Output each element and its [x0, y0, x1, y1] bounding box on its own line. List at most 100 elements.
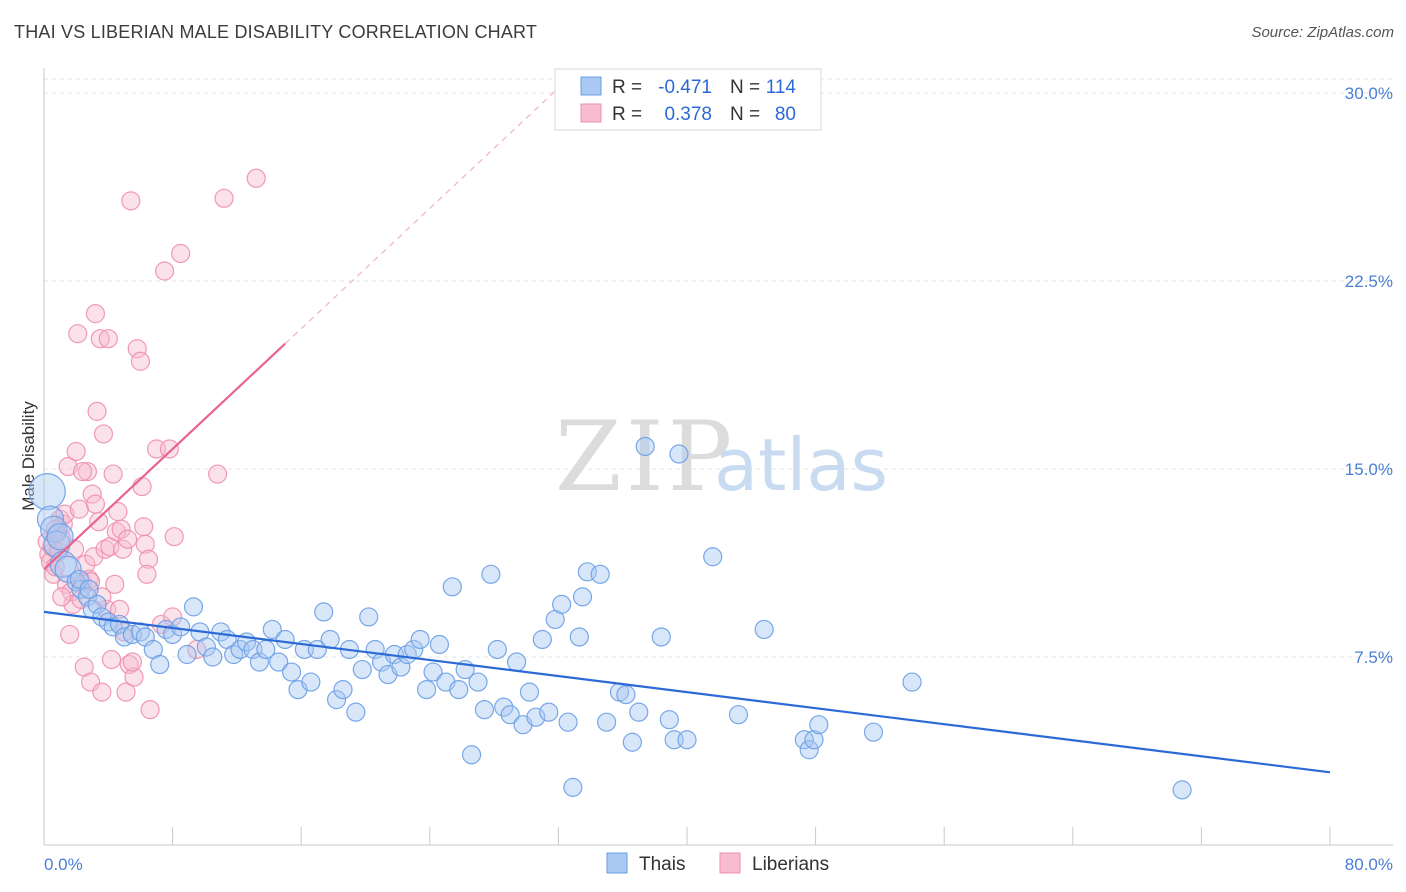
liberian-point [77, 461, 98, 482]
thai-point [442, 577, 462, 597]
liberian-point [93, 424, 114, 444]
y-axis-label: Male Disability [19, 401, 38, 511]
thai-point [863, 722, 884, 742]
thai-point [616, 685, 636, 705]
x-axis-ticks [43, 827, 1331, 845]
thai-point [171, 617, 191, 637]
thai-point [333, 679, 353, 700]
legend-swatch-liberians [580, 103, 602, 123]
thai-point [563, 777, 583, 797]
liberian-point [113, 539, 133, 559]
liberian-point [116, 682, 136, 702]
thai-point [183, 597, 204, 617]
liberian-point [84, 547, 104, 567]
liberian-point [111, 519, 131, 539]
liberian-point [137, 564, 157, 584]
legend-r-value-1: -0.471 [658, 77, 712, 98]
liberian-point [85, 494, 106, 514]
thai-point [794, 730, 814, 750]
legend-n-value-2: 80 [775, 104, 796, 125]
thai-point [359, 607, 379, 627]
thai-point [449, 679, 469, 700]
thai-point [28, 472, 66, 511]
x-tick-label-max: 80.0% [1345, 855, 1393, 874]
thai-point [416, 679, 437, 700]
thai-point [728, 705, 749, 725]
liberian-point [87, 401, 107, 421]
legend-n-value-1: 114 [766, 77, 797, 98]
thai-point [590, 564, 610, 584]
thai-point [629, 702, 649, 722]
thai-point [677, 730, 697, 750]
liberian-point [68, 324, 88, 344]
thai-point [69, 569, 89, 589]
chart-source: Source: ZipAtlas.com [1251, 24, 1394, 41]
bottom-legend-swatch-liberians [719, 852, 741, 874]
liberian-point [214, 188, 234, 208]
legend-n-label-1: N = [730, 77, 760, 98]
thai-point [651, 627, 671, 647]
thai-point [269, 652, 289, 672]
liberian-point [154, 261, 175, 281]
liberian-point [134, 517, 154, 537]
thai-point [150, 654, 170, 675]
legend-r-label-2: R = [612, 104, 642, 125]
legend-r-value-2: 0.378 [664, 104, 712, 125]
liberian-trend-extension [284, 87, 559, 345]
liberian-point [105, 574, 125, 594]
series-legend: Thais Liberians [606, 852, 829, 875]
bottom-legend-label-liberians: Liberians [752, 854, 829, 875]
thai-point [474, 700, 495, 720]
liberian-point [58, 456, 78, 477]
liberian-point [90, 329, 110, 349]
liberian-point [171, 243, 191, 264]
thai-point [423, 662, 443, 682]
thai-point [487, 639, 507, 660]
thai-point [539, 702, 559, 722]
thai-point [54, 555, 82, 583]
liberian-point [117, 529, 138, 549]
thai-point [552, 594, 572, 614]
liberian-point [85, 304, 106, 324]
thai-point [500, 705, 520, 725]
correlation-legend: R = -0.471 N = 114 R = 0.378 N = 80 [554, 68, 822, 131]
thai-point [804, 730, 824, 750]
thai-point [224, 644, 244, 665]
thai-point [397, 644, 417, 665]
liberian-point [72, 461, 93, 482]
thai-point [569, 627, 589, 647]
liberian-point [164, 527, 184, 547]
x-tick-label-min: 0.0% [44, 855, 83, 874]
bottom-legend-label-thais: Thais [639, 854, 685, 875]
thai-point [410, 629, 430, 650]
thai-point [314, 602, 334, 622]
thai-point [391, 657, 411, 677]
y-axis-tick-labels: 7.5% 15.0% 22.5% 30.0% [1345, 84, 1393, 667]
thai-point [326, 690, 347, 710]
thai-point [163, 624, 183, 645]
liberian-point [246, 168, 266, 188]
thai-point [809, 715, 829, 735]
liberian-point [135, 534, 155, 554]
liberian-point [52, 587, 72, 607]
thai-point [156, 619, 176, 640]
thai-point [799, 740, 819, 760]
liberian-point [121, 191, 141, 211]
liberian-point [109, 599, 130, 619]
liberian-point [124, 667, 144, 687]
thai-point [494, 697, 514, 717]
thai-point [519, 682, 540, 702]
thai-point [481, 564, 501, 584]
liberian-point [98, 329, 118, 349]
thai-point [203, 647, 223, 667]
liberian-point [66, 441, 86, 462]
liberian-point [127, 339, 147, 359]
thai-point [352, 659, 372, 680]
liberian-point [89, 512, 109, 532]
y-tick-label: 22.5% [1345, 272, 1393, 291]
thai-point [659, 710, 679, 730]
y-tick-label: 7.5% [1354, 648, 1393, 667]
thai-point [262, 619, 282, 640]
thai-point [558, 712, 578, 732]
thai-points [28, 436, 1192, 800]
